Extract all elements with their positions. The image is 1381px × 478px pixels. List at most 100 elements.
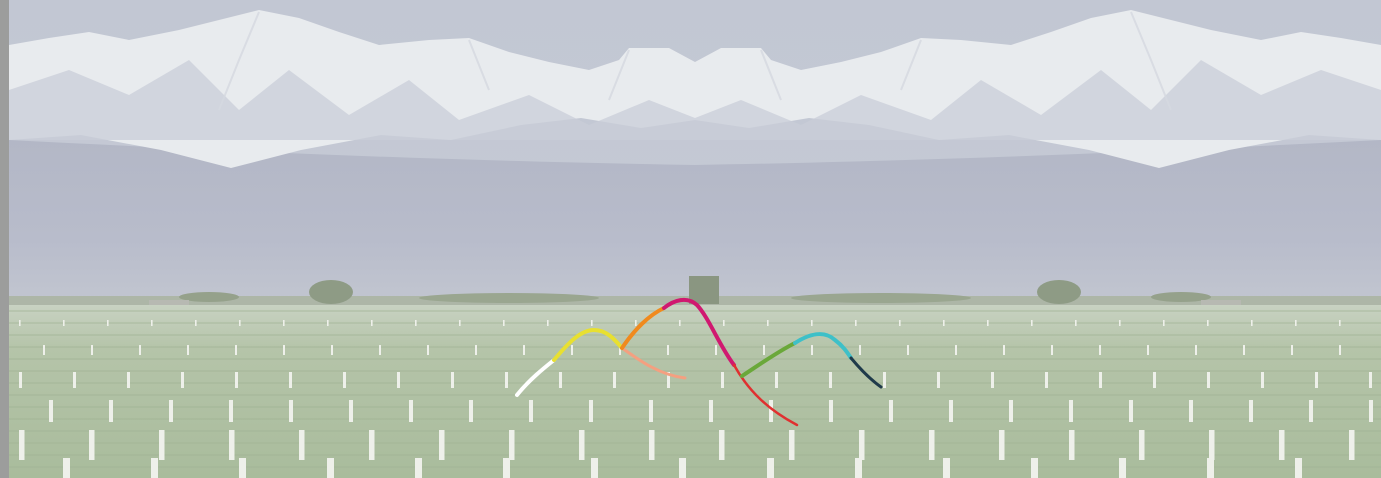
vine-post	[229, 430, 235, 460]
vine-post	[127, 372, 130, 388]
vine-post	[859, 345, 861, 355]
vine-post	[159, 430, 165, 460]
vine-post	[767, 458, 774, 478]
vine-post	[327, 320, 329, 326]
vine-post	[1339, 320, 1341, 326]
vine-post	[1099, 372, 1102, 388]
vine-post	[709, 400, 713, 422]
vine-post	[579, 430, 585, 460]
vine-post	[1207, 458, 1214, 478]
vine-post	[767, 320, 769, 326]
vine-post	[619, 345, 621, 355]
vine-post	[929, 430, 935, 460]
vine-post	[151, 458, 158, 478]
vine-post	[1249, 400, 1253, 422]
vine-post	[999, 430, 1005, 460]
vine-post	[667, 345, 669, 355]
vine-post	[763, 345, 765, 355]
vine-post	[523, 345, 525, 355]
vine-post	[591, 320, 593, 326]
vine-post	[789, 430, 795, 460]
vine-post	[49, 400, 53, 422]
vine-post	[1163, 320, 1165, 326]
vine-post	[109, 400, 113, 422]
vine-post	[43, 345, 45, 355]
vine-post	[151, 320, 153, 326]
vine-post	[949, 400, 953, 422]
vine-post	[1153, 372, 1156, 388]
vine-post	[187, 345, 189, 355]
vine-post	[1099, 345, 1101, 355]
vine-post	[369, 430, 375, 460]
vine-post	[559, 372, 562, 388]
vine-post	[679, 320, 681, 326]
vine-post	[899, 320, 901, 326]
vine-post	[1295, 458, 1302, 478]
vine-post	[1129, 400, 1133, 422]
vine-post	[1119, 320, 1121, 326]
vine-post	[229, 400, 233, 422]
vine-post	[19, 372, 22, 388]
vine-post	[635, 320, 637, 326]
vine-post	[503, 458, 510, 478]
vine-post	[1031, 320, 1033, 326]
vine-post	[571, 345, 573, 355]
vine-post	[1031, 458, 1038, 478]
vine-post	[613, 372, 616, 388]
vine-post	[1291, 345, 1293, 355]
vine-post	[1309, 400, 1313, 422]
vine-post	[283, 320, 285, 326]
vine-post	[397, 372, 400, 388]
vine-post	[239, 320, 241, 326]
vine-post	[169, 400, 173, 422]
vine-post	[719, 430, 725, 460]
vine-post	[299, 430, 305, 460]
vine-post	[1045, 372, 1048, 388]
vine-post	[855, 458, 862, 478]
vine-post	[451, 372, 454, 388]
vine-post	[1251, 320, 1253, 326]
vine-post	[1069, 430, 1075, 460]
vine-post	[889, 400, 893, 422]
vine-post	[139, 345, 141, 355]
vine-post	[715, 345, 717, 355]
vineyard-posts	[19, 320, 1373, 478]
vine-post	[349, 400, 353, 422]
vine-post	[859, 430, 865, 460]
ridge-lines	[218, 11, 1172, 111]
vine-rows	[9, 305, 1381, 478]
vine-post	[415, 458, 422, 478]
vine-post	[331, 345, 333, 355]
vine-post	[649, 400, 653, 422]
vine-post	[1139, 430, 1145, 460]
vine-post	[239, 458, 246, 478]
vine-post	[409, 400, 413, 422]
vine-post	[1069, 400, 1073, 422]
vine-post	[181, 372, 184, 388]
vine-post	[327, 458, 334, 478]
vine-post	[721, 372, 724, 388]
vine-post	[811, 345, 813, 355]
vine-post	[427, 345, 429, 355]
vine-post	[107, 320, 109, 326]
vine-post	[829, 400, 833, 422]
vine-post	[503, 320, 505, 326]
vine-post	[991, 372, 994, 388]
vine-post	[1189, 400, 1193, 422]
vine-post	[667, 372, 670, 388]
vine-post	[1051, 345, 1053, 355]
vine-post	[283, 345, 285, 355]
vine-post	[371, 320, 373, 326]
vine-post	[1003, 345, 1005, 355]
vine-post	[235, 345, 237, 355]
vine-post	[679, 458, 686, 478]
vine-post	[1369, 400, 1373, 422]
vine-post	[855, 320, 857, 326]
vine-post	[439, 430, 445, 460]
vine-post	[547, 320, 549, 326]
vine-post	[91, 345, 93, 355]
vine-post	[63, 320, 65, 326]
foothills	[9, 140, 1381, 305]
vine-post	[775, 372, 778, 388]
vine-post	[937, 372, 940, 388]
